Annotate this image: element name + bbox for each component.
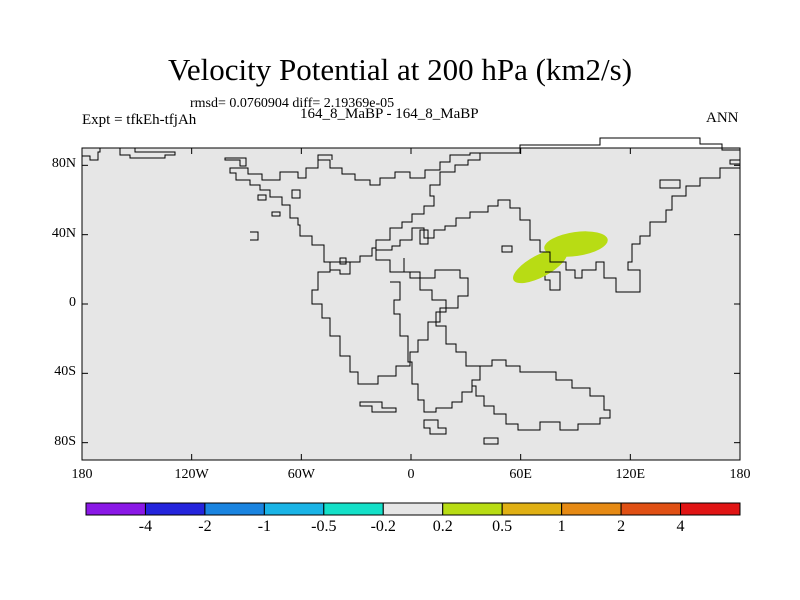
colorbar-swatch [501, 502, 563, 516]
lon-tick-label: 120W [174, 467, 209, 482]
coastline-overlay [520, 219, 597, 290]
season-label: ANN [706, 110, 739, 126]
coastline-islet-e [419, 229, 429, 245]
coastline-new-zealand [423, 419, 447, 435]
coastline-africa [390, 258, 481, 413]
colorbar-label: 4 [676, 518, 685, 535]
colorbar-label: -1 [257, 518, 272, 535]
colorbar-label: -0.2 [370, 518, 396, 535]
colorbar-swatch [323, 502, 384, 516]
colorbar-label: 0.5 [492, 518, 513, 535]
coastline-hudson [291, 189, 301, 199]
case-label: 164_8_MaBP - 164_8_MaBP [300, 106, 479, 122]
lon-tick-label: 60W [287, 467, 315, 482]
colorbar-swatch [442, 502, 503, 516]
coastline-north-america [229, 152, 481, 275]
coastline-greenland-island [81, 148, 101, 161]
colorbar-swatch [204, 502, 265, 516]
lat-tick-label: 40S [54, 364, 76, 380]
lat-tick-label: 80S [54, 433, 76, 449]
coastline-arctic-island [119, 148, 176, 159]
stats-label: rmsd= 0.0760904 diff= 2.19369e-05 [190, 96, 395, 111]
colorbar-label: 0.2 [432, 518, 453, 535]
lon-tick-label: 120E [615, 467, 646, 482]
map-panel [82, 148, 740, 460]
anomaly-region-west [513, 248, 567, 284]
coastline-overlay-asia [520, 219, 597, 279]
velocity-potential-anomaly [513, 231, 608, 284]
experiment-label: Expt = tfkEh-tfjAh [82, 112, 197, 128]
coastline-australia [472, 359, 611, 431]
coastlines [81, 137, 741, 445]
map-title: Velocity Potential at 200 hPa (km2/s) [167, 52, 633, 87]
colorbar-swatch [620, 502, 682, 516]
colorbar-label: -4 [138, 518, 153, 535]
colorbar-swatch [680, 502, 741, 516]
coastline-north-island [224, 157, 247, 167]
coastline-antarctic-island [359, 401, 397, 413]
coastline-islet-a [257, 194, 267, 201]
lat-tick-label: 80N [51, 156, 76, 172]
coastline-islet-c [250, 231, 259, 241]
colorbar-swatch [144, 502, 206, 516]
coastline-east-asia [729, 159, 740, 165]
colorbar-label: -0.5 [311, 518, 337, 535]
axis-ticks [81, 148, 741, 460]
colorbar-swatch [382, 502, 444, 516]
colorbar-label: 1 [557, 518, 566, 535]
lon-tick-label: 60E [509, 467, 532, 482]
colorbar-label: -2 [198, 518, 212, 535]
colorbar-label: 2 [617, 518, 626, 535]
lat-tick-label: 0 [69, 295, 76, 310]
colorbar-swatch [263, 502, 325, 516]
coastline-arabia [501, 245, 513, 253]
colorbar [85, 502, 741, 516]
coastline-islet-b [271, 211, 281, 217]
coastline-baffin [317, 154, 333, 160]
coastline-overlay-sub [545, 271, 561, 290]
coastline-siberia-inner [659, 179, 681, 189]
colorbar-swatch [85, 502, 146, 516]
lon-tick-label: 180 [71, 467, 93, 482]
lon-tick-label: 0 [407, 467, 415, 482]
coastline-antarctic-bit [483, 437, 499, 445]
colorbar-swatch [561, 502, 622, 516]
coastline-south-america [311, 248, 469, 385]
lon-tick-label: 180 [729, 467, 751, 482]
lat-tick-label: 40N [51, 225, 76, 241]
